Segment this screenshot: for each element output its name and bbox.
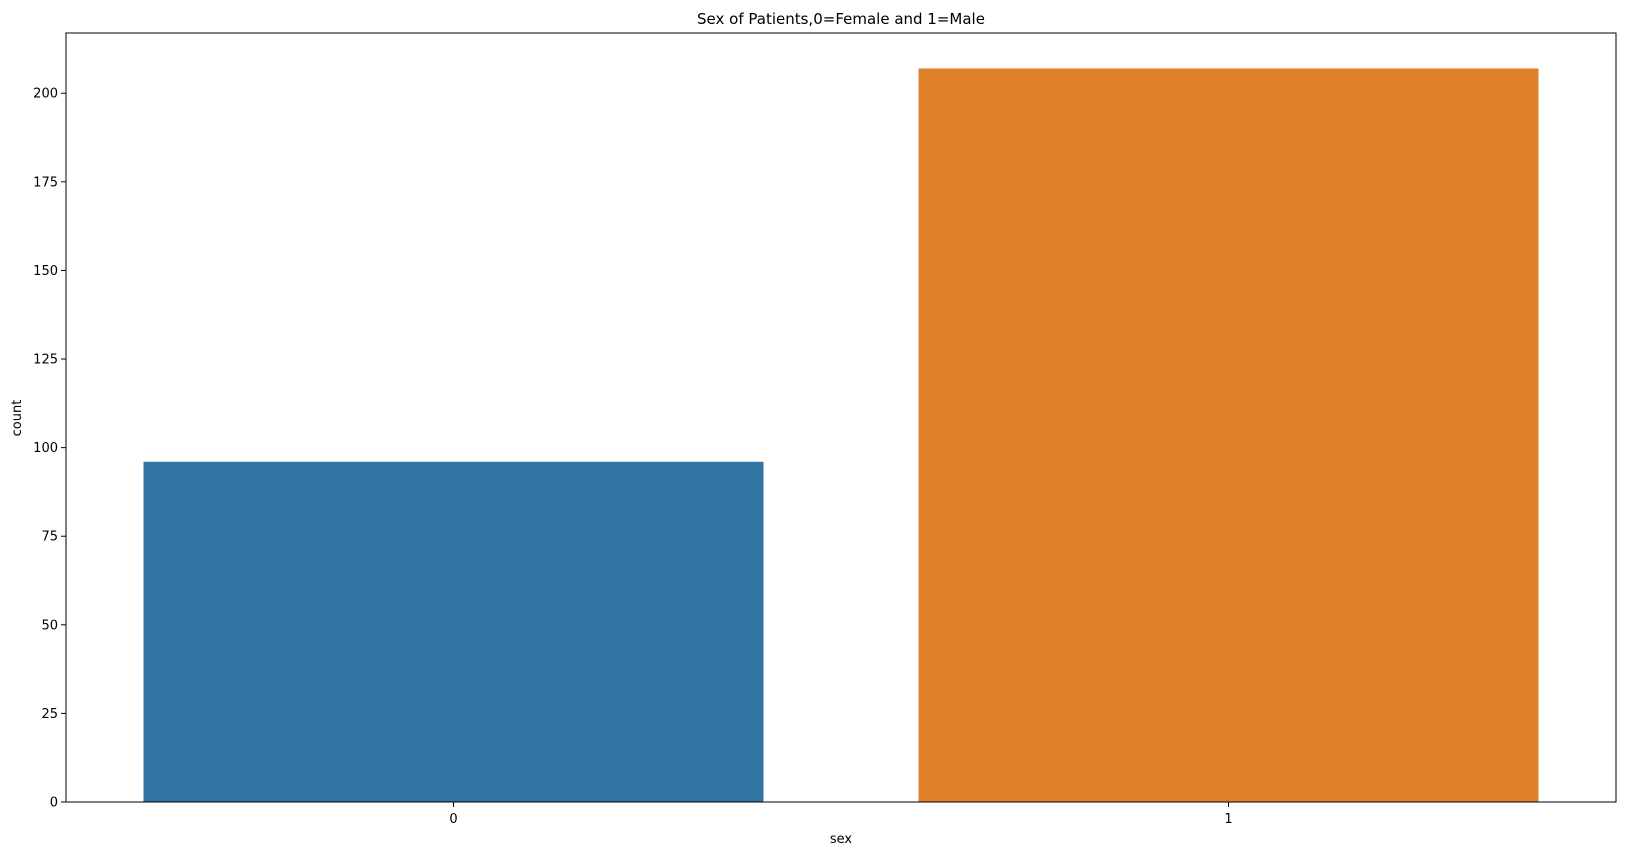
y-tick-label-25: 25: [41, 707, 58, 722]
x-tick-label-0: 0: [449, 812, 457, 827]
bars-group: [143, 68, 1539, 802]
y-axis: 0 25 50 75 100 125 150 175 200: [33, 87, 66, 811]
y-tick-label-150: 150: [33, 264, 58, 279]
y-axis-label: count: [10, 400, 25, 437]
bar-0: [143, 461, 764, 802]
y-tick-label-175: 175: [33, 175, 58, 190]
bar-1: [918, 68, 1539, 802]
y-tick-label-75: 75: [41, 530, 58, 545]
y-tick-label-200: 200: [33, 87, 58, 102]
x-tick-label-1: 1: [1224, 812, 1232, 827]
chart-title: Sex of Patients,0=Female and 1=Male: [697, 10, 985, 28]
y-tick-label-50: 50: [41, 618, 58, 633]
plot-frame: [65, 32, 1617, 803]
y-tick-label-125: 125: [33, 353, 58, 368]
y-tick-label-100: 100: [33, 441, 58, 456]
y-tick-label-0: 0: [50, 796, 58, 811]
x-axis-label: sex: [830, 832, 853, 847]
